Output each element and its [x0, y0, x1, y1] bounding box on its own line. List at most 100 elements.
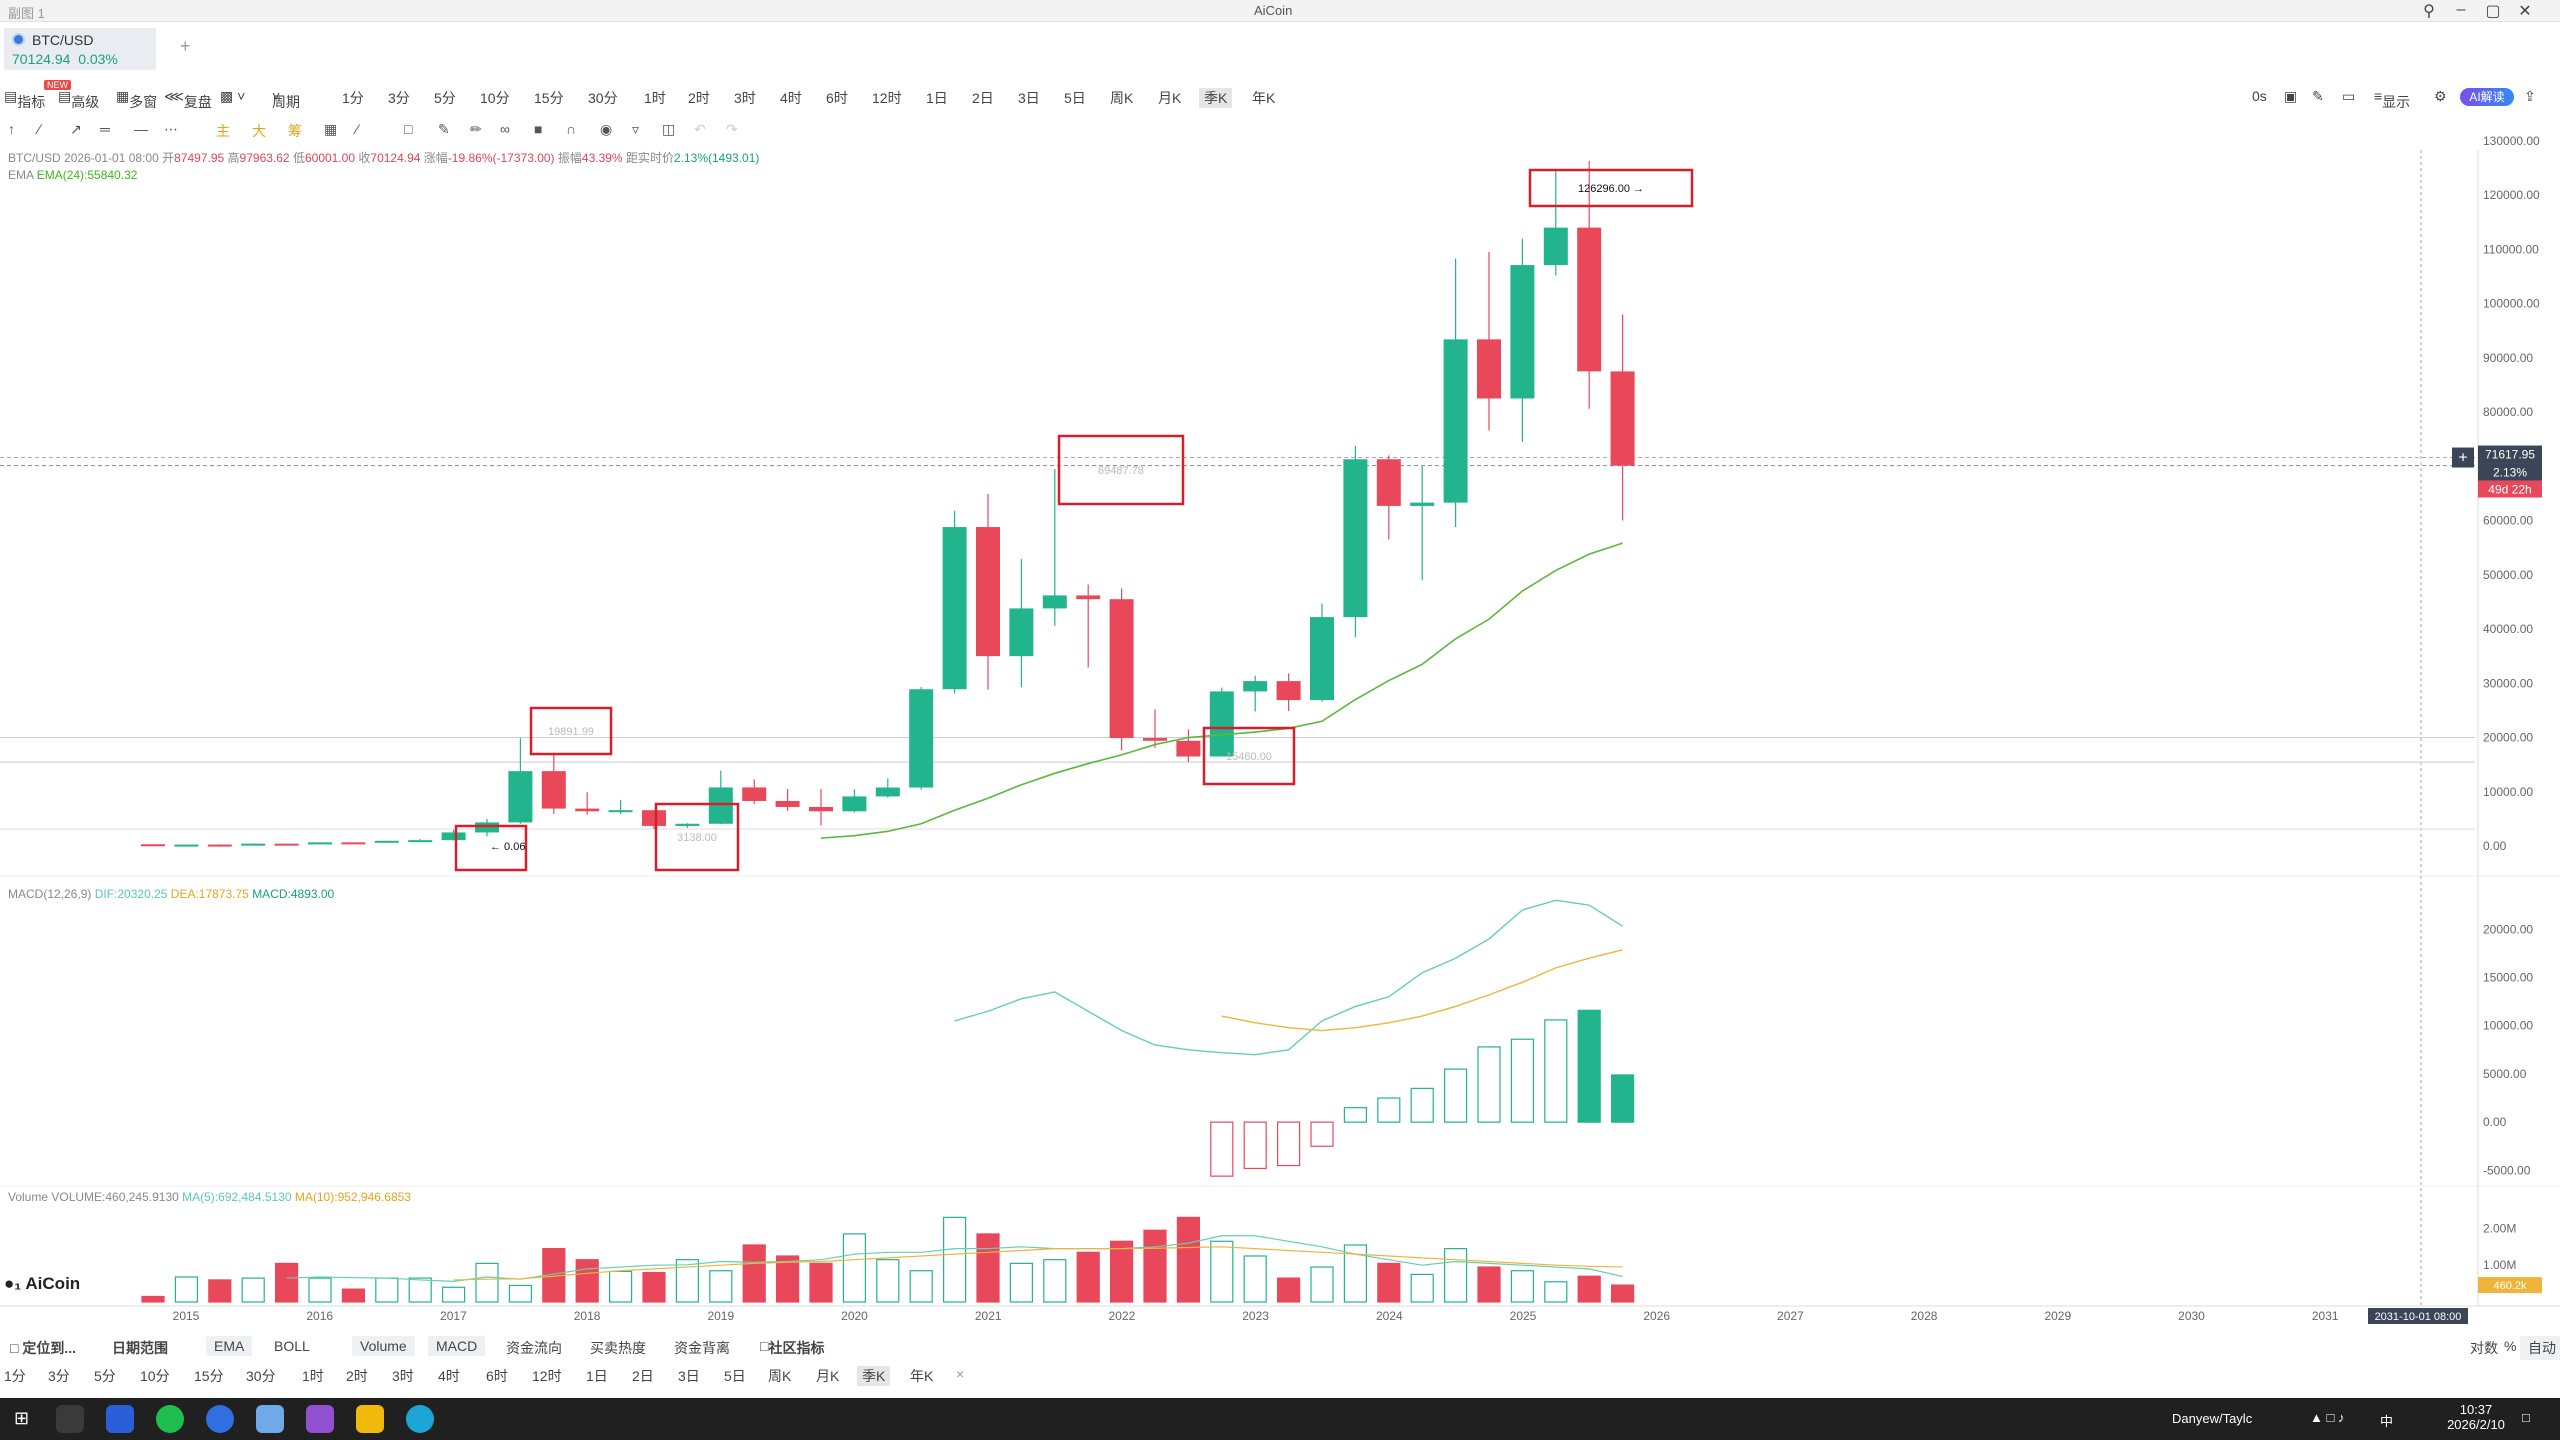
advanced-menu[interactable]: ▤ 高级 [58, 88, 100, 110]
wechat-icon[interactable] [156, 1405, 184, 1433]
pen-icon[interactable]: ✎ [2312, 88, 2324, 104]
auto-toggle[interactable]: 自动 [2520, 1336, 2560, 1360]
date-range-button[interactable]: 日期范围 [112, 1340, 168, 1356]
binance-icon[interactable] [356, 1405, 384, 1433]
bottom-period-8[interactable]: 3时 [392, 1368, 414, 1384]
log-toggle[interactable]: 对数 [2470, 1340, 2498, 1356]
period-3d[interactable]: 3日 [1018, 90, 1040, 106]
aicoin-app-icon[interactable] [56, 1405, 84, 1433]
brush-icon[interactable]: ✎ [438, 121, 450, 137]
bottom-period-10[interactable]: 6时 [486, 1368, 508, 1384]
eye-icon[interactable]: ◉ [600, 121, 613, 137]
redo-icon[interactable]: ↷ [726, 121, 738, 137]
bottom-period-16[interactable]: 周K [768, 1368, 792, 1384]
trash-icon[interactable]: ◫ [662, 121, 676, 137]
indicator-macd[interactable]: MACD [428, 1336, 486, 1356]
symbol-tab-btcusd[interactable]: BTC/USD 70124.94 0.03% [4, 28, 156, 70]
bottom-period-12[interactable]: 1日 [586, 1368, 608, 1384]
bottom-period-15[interactable]: 5日 [724, 1368, 746, 1384]
indicator-ema[interactable]: EMA [206, 1336, 253, 1356]
bottom-period-13[interactable]: 2日 [632, 1368, 654, 1384]
volume-legend[interactable]: Volume VOLUME:460,245.9130 MA(5):692,484… [8, 1190, 411, 1204]
indicator-boll[interactable]: BOLL [274, 1338, 310, 1354]
period-2h[interactable]: 2时 [688, 90, 710, 106]
windows-start-icon[interactable]: ⊞ [14, 1408, 30, 1428]
trend-line-icon[interactable]: ∕ [38, 121, 41, 137]
cursor-icon[interactable]: ↑ [8, 121, 15, 137]
crop-icon[interactable]: □ [404, 121, 413, 137]
dotted-line-icon[interactable]: ⋯ [164, 121, 178, 137]
lock-icon[interactable]: ■ [534, 121, 543, 137]
period-week[interactable]: 周K [1110, 90, 1134, 106]
k-app-icon[interactable] [206, 1405, 234, 1433]
magnet-icon[interactable]: ∩ [566, 121, 577, 137]
bottom-period-4[interactable]: 15分 [194, 1368, 224, 1384]
close-periods-button[interactable]: × [956, 1366, 965, 1382]
period-1h[interactable]: 1时 [644, 90, 666, 106]
ray-icon[interactable]: ↗ [70, 121, 82, 137]
bottom-period-1[interactable]: 3分 [48, 1368, 70, 1384]
tray-icons[interactable]: ▲ □ ♪ [2310, 1410, 2345, 1425]
period-4h[interactable]: 4时 [780, 90, 802, 106]
period-12h[interactable]: 12时 [872, 90, 902, 106]
camera-icon[interactable]: ▣ [2284, 88, 2298, 104]
bottom-period-17[interactable]: 月K [816, 1368, 840, 1384]
bottom-period-6[interactable]: 1时 [302, 1368, 324, 1384]
chip-toggle[interactable]: 筹 [288, 123, 302, 139]
period-1d[interactable]: 1日 [926, 90, 948, 106]
period-6h[interactable]: 6时 [826, 90, 848, 106]
display-menu[interactable]: ≡ 显示 [2374, 88, 2411, 110]
bottom-period-7[interactable]: 2时 [346, 1368, 368, 1384]
maximize-icon[interactable]: ▢ [2485, 3, 2501, 20]
bottom-period-14[interactable]: 3日 [678, 1368, 700, 1384]
measure-icon[interactable]: ∕ [356, 121, 359, 137]
search-icon[interactable]: ⚲ [2423, 3, 2435, 20]
link-icon[interactable]: ∞ [500, 121, 510, 137]
bottom-period-3[interactable]: 10分 [140, 1368, 170, 1384]
mountain-app-icon[interactable] [306, 1405, 334, 1433]
bottom-period-2[interactable]: 5分 [94, 1368, 116, 1384]
period-year[interactable]: 年K [1252, 90, 1276, 106]
period-3m[interactable]: 3分 [388, 90, 410, 106]
period-30m[interactable]: 30分 [588, 90, 618, 106]
percent-toggle[interactable]: % [2504, 1338, 2517, 1354]
indicator-menu[interactable]: ▤ 指标 [4, 88, 46, 110]
period-5m[interactable]: 5分 [434, 90, 456, 106]
bottom-period-19[interactable]: 年K [910, 1368, 934, 1384]
bottom-period-11[interactable]: 12时 [532, 1368, 562, 1384]
ema-legend[interactable]: EMA EMA(24):55840.32 [8, 167, 759, 184]
notes-app-icon[interactable] [256, 1405, 284, 1433]
community-indicator[interactable]: □ 社区指标 [760, 1338, 825, 1356]
period-1m[interactable]: 1分 [342, 90, 364, 106]
clock[interactable]: 10:37 2026/2/10 [2444, 1402, 2508, 1432]
indicator-fund-flow[interactable]: 资金流向 [506, 1340, 562, 1356]
window-app-icon[interactable] [106, 1405, 134, 1433]
minimize-icon[interactable]: – [2456, 1, 2466, 18]
bottom-period-0[interactable]: 1分 [4, 1368, 26, 1384]
settings-icon[interactable]: ⚙ [2434, 88, 2447, 104]
locate-button[interactable]: □ 定位到... [10, 1340, 77, 1356]
undo-icon[interactable]: ↶ [694, 121, 706, 137]
close-icon[interactable]: ✕ [2518, 3, 2532, 20]
chart-type-menu[interactable]: ▩ ˅ [220, 88, 246, 104]
edge-browser-icon[interactable] [406, 1405, 434, 1433]
indicator-volume[interactable]: Volume [352, 1336, 415, 1356]
main-chart-toggle[interactable]: 主 [216, 123, 230, 139]
multi-window-menu[interactable]: ▦ 多窗 [116, 88, 158, 110]
ai-analysis-button[interactable]: AI解读 [2460, 88, 2514, 106]
layout-icon[interactable]: ▭ [2342, 88, 2356, 104]
filter-icon[interactable]: ▿ [632, 121, 640, 137]
share-icon[interactable]: ⇪ [2524, 88, 2536, 104]
chart-canvas[interactable]: 130000.00 120000.00 110000.00 100000.00 9000… [0, 0, 2560, 1330]
horizontal-line-icon[interactable]: — [134, 121, 148, 137]
period-15m[interactable]: 15分 [534, 90, 564, 106]
taskbar-ticker[interactable]: Danyew/Taylc [2172, 1411, 2253, 1426]
macd-legend[interactable]: MACD(12,26,9) DIF:20320.25 DEA:17873.75 … [8, 887, 334, 901]
indicator-divergence[interactable]: 资金背离 [674, 1340, 730, 1356]
large-order-toggle[interactable]: 大 [252, 123, 266, 139]
period-3h[interactable]: 3时 [734, 90, 756, 106]
add-tab-button[interactable]: + [180, 36, 191, 56]
indicator-trade-heat[interactable]: 买卖热度 [590, 1340, 646, 1356]
notification-icon[interactable]: □ [2522, 1410, 2530, 1425]
channel-icon[interactable]: ═ [100, 121, 110, 137]
